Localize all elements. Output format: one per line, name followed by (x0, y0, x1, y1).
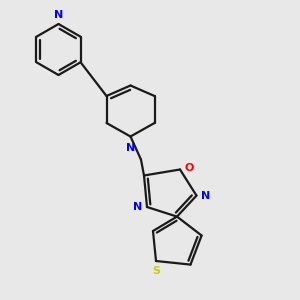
Text: N: N (133, 202, 142, 212)
Text: N: N (54, 11, 63, 20)
Text: N: N (126, 143, 135, 153)
Text: O: O (184, 163, 194, 173)
Text: S: S (152, 266, 160, 276)
Text: N: N (201, 190, 211, 201)
